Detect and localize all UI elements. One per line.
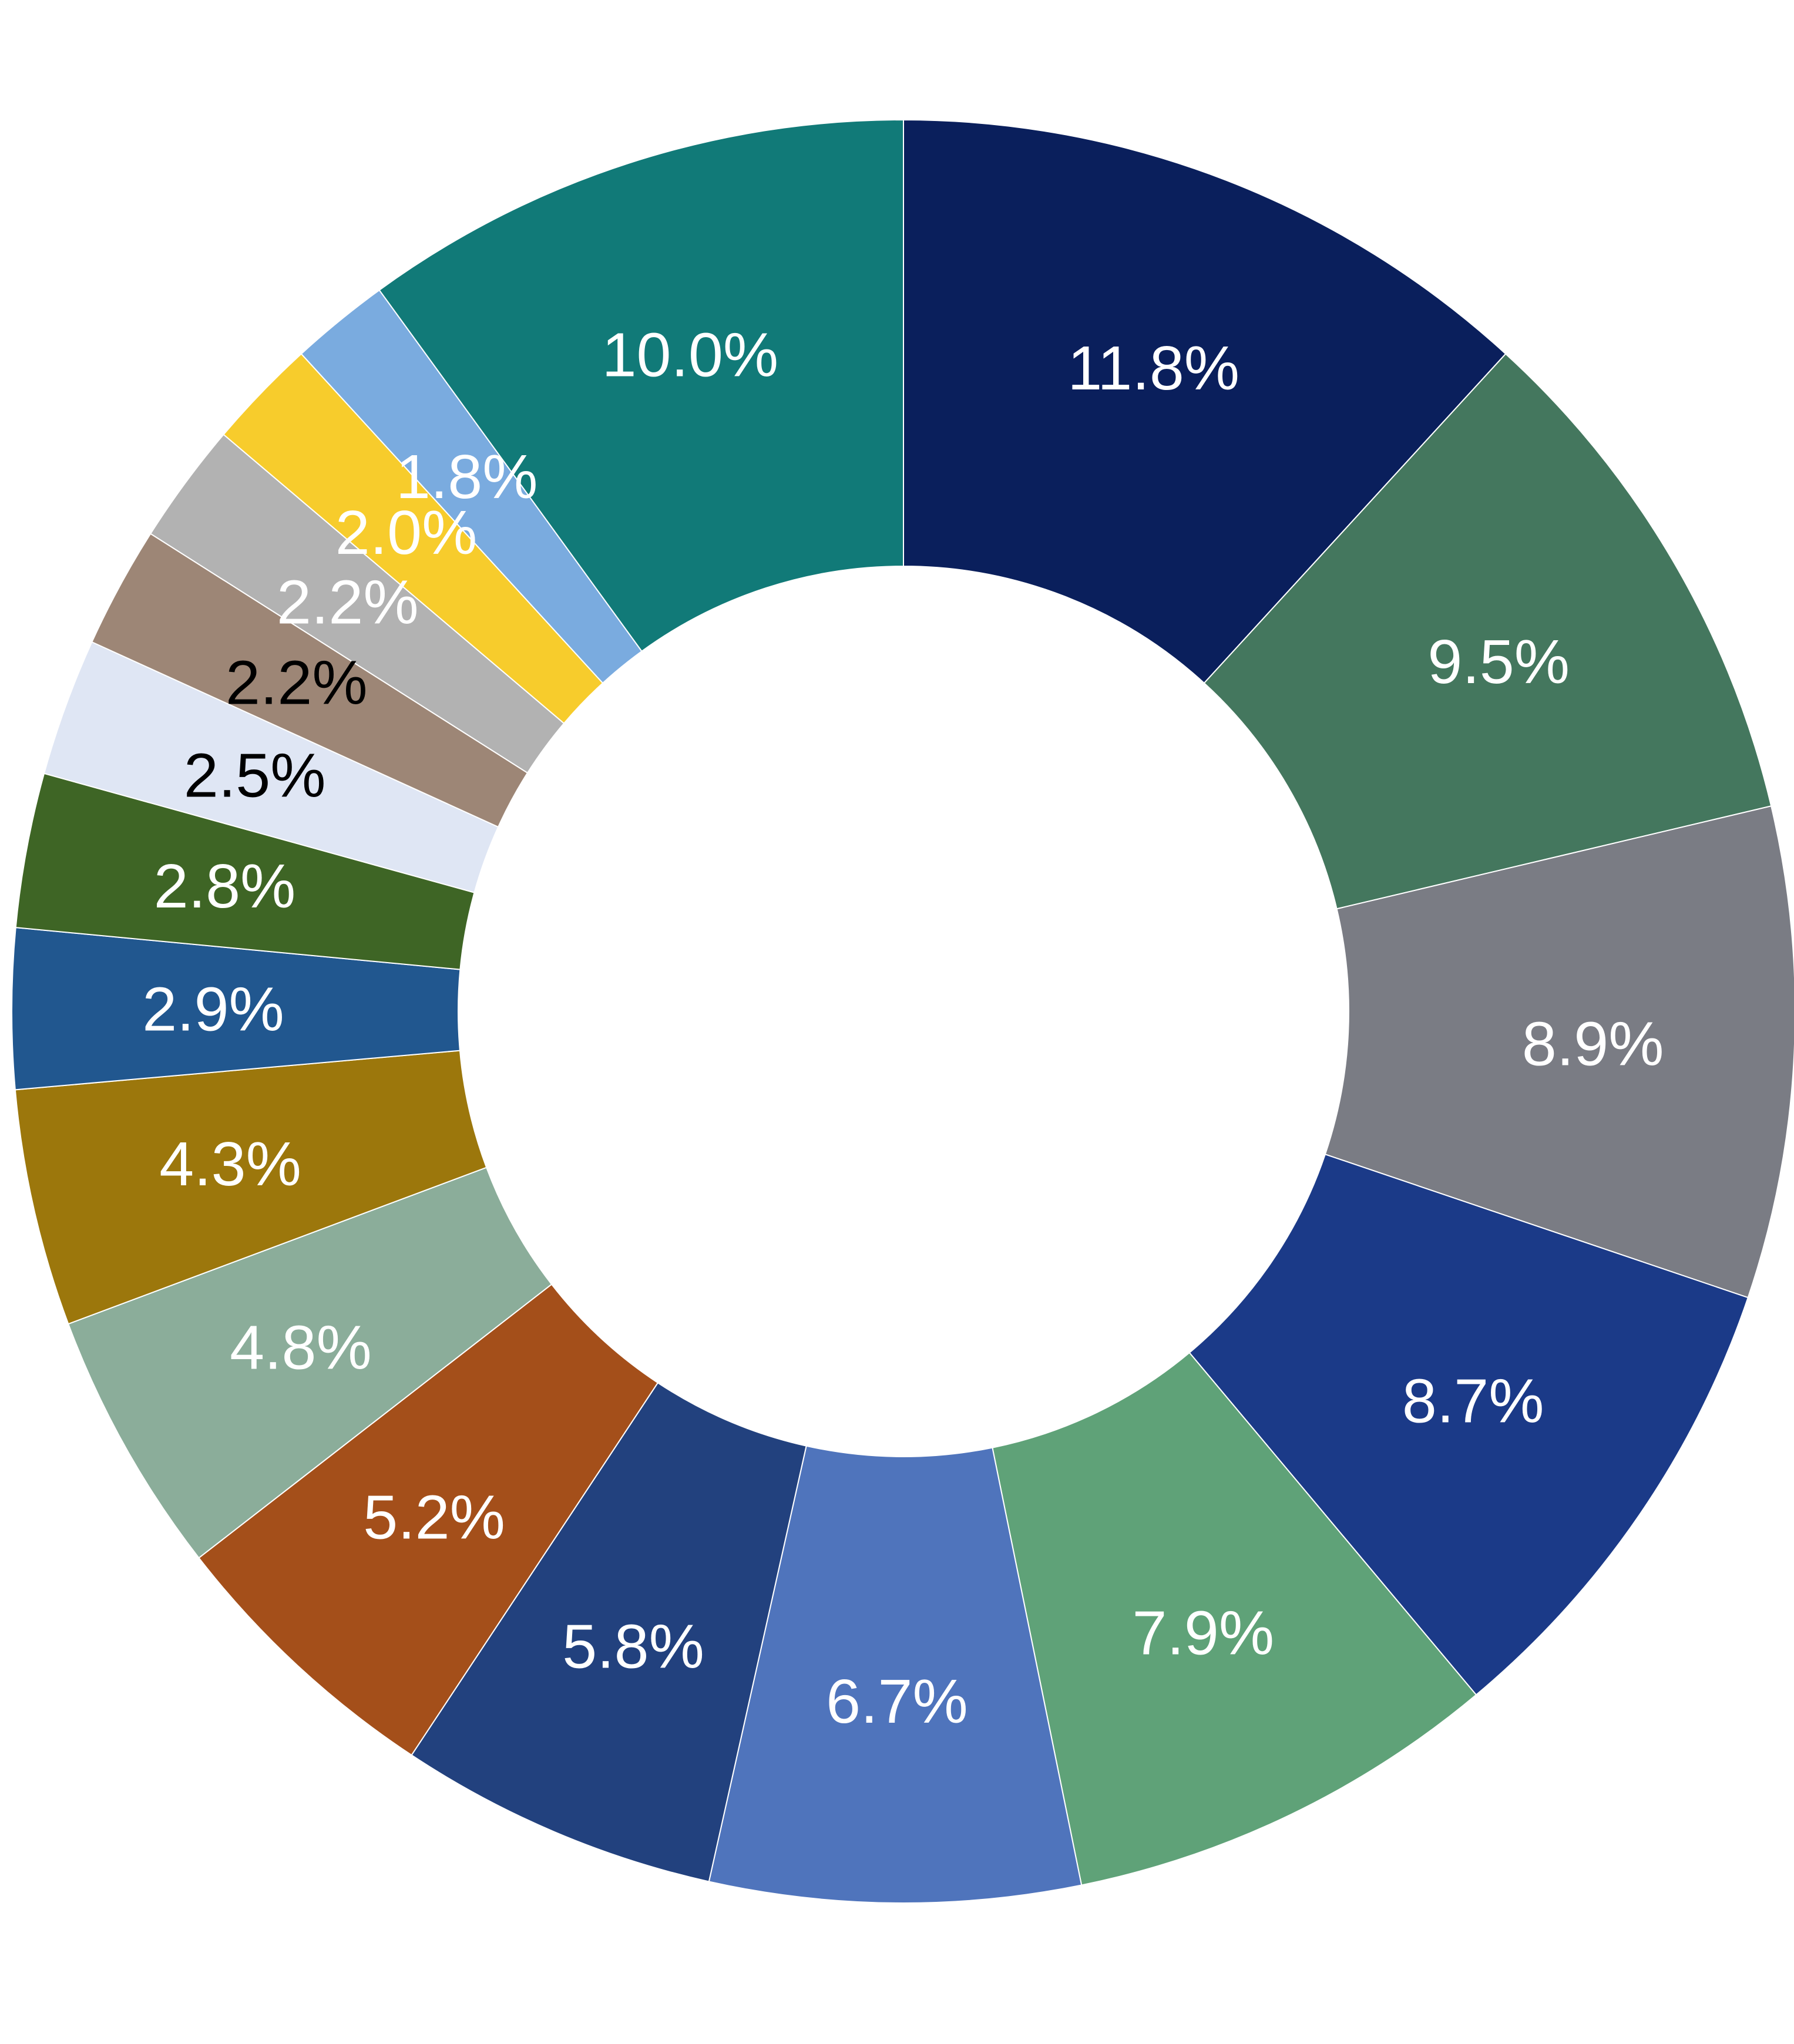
slices-layer [11,119,1794,1904]
slice-data-label: 8.7% [1402,1367,1544,1436]
donut-slice [1203,353,1772,910]
donut-slice [992,1352,1477,1886]
slice-data-label: 9.5% [1427,627,1570,697]
slice-data-label: 4.3% [159,1129,301,1199]
slice-data-label: 2.9% [142,974,284,1044]
slice-data-label: 11.8% [1067,334,1239,403]
slice-data-label: 7.9% [1132,1598,1274,1668]
slice-data-label: 2.5% [184,741,326,811]
donut-slice [378,119,904,653]
donut-slice [903,119,1507,684]
slice-data-label: 8.9% [1522,1009,1664,1078]
slice-data-label: 10.0% [602,321,779,390]
slice-data-label: 2.2% [277,567,419,637]
donut-slice [1188,1154,1749,1696]
donut-slice [198,1283,659,1756]
slice-data-label: 6.7% [826,1667,968,1736]
slice-data-label: 5.8% [562,1612,704,1681]
donut-slice [411,1381,807,1882]
slice-data-label: 4.8% [230,1313,372,1383]
donut-slice [1324,805,1794,1299]
slice-data-label: 2.2% [226,648,368,717]
slice-data-label: 1.8% [396,442,538,512]
slice-data-label: 2.0% [335,498,478,567]
donut-slice [68,1166,553,1559]
slice-data-label: 5.2% [363,1483,505,1552]
labels-layer: 11.8% 9.5% 8.9% 8.7% 7.9% 6.7% 5.8% 5.2% 4.8% 4.3… [142,321,1664,1736]
slice-data-label: 2.8% [154,852,296,921]
donut-slice [708,1445,1083,1904]
